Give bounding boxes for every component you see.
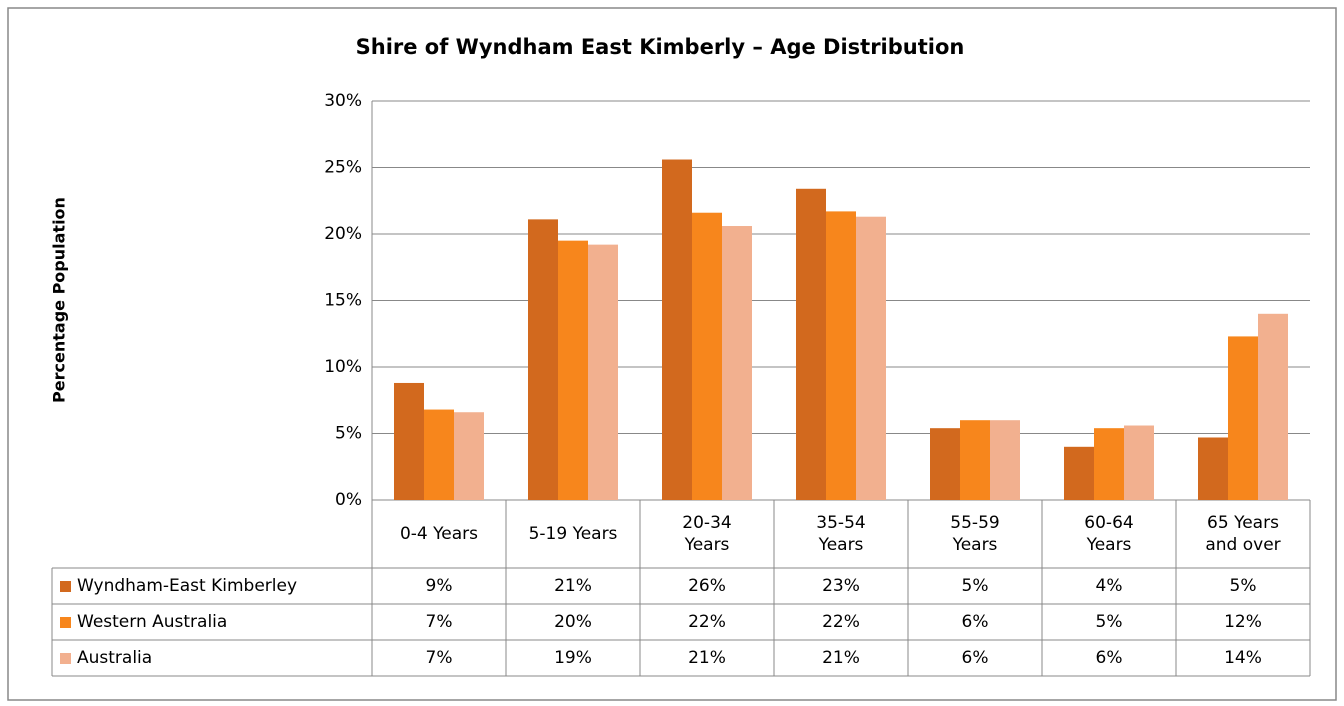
bar: [796, 188, 826, 500]
bar: [558, 240, 588, 500]
x-tick-label: 60-64 Years: [1084, 512, 1134, 555]
bar: [1228, 336, 1258, 500]
data-label: 5%: [1229, 575, 1257, 596]
bar: [856, 216, 886, 500]
legend-swatch: [60, 652, 71, 664]
bar: [1258, 313, 1288, 500]
y-tick-label: 25%: [324, 158, 362, 178]
data-label: 21%: [554, 575, 592, 596]
x-tick-label: 5-19 Years: [528, 523, 618, 544]
x-tick-label: 55-59 Years: [950, 512, 1000, 555]
data-label: 21%: [822, 647, 860, 668]
bar: [394, 382, 424, 500]
bar: [1064, 446, 1094, 500]
data-label: 5%: [1095, 611, 1123, 632]
chart-title: Shire of Wyndham East Kimberly – Age Dis…: [356, 35, 965, 59]
bar: [1094, 428, 1124, 500]
data-label: 12%: [1224, 611, 1262, 632]
x-tick-label: 35-54 Years: [816, 512, 866, 555]
legend-label: Australia: [77, 647, 153, 668]
legend-label: Western Australia: [77, 611, 228, 632]
bar: [1198, 437, 1228, 500]
bar: [722, 226, 752, 500]
bar: [990, 420, 1020, 500]
data-label: 22%: [822, 611, 860, 632]
data-label: 26%: [688, 575, 726, 596]
y-tick-label: 15%: [324, 291, 362, 311]
y-tick-label: 5%: [335, 424, 362, 444]
data-label: 9%: [425, 575, 453, 596]
y-axis-label: Percentage Population: [50, 197, 69, 403]
data-label: 19%: [554, 647, 592, 668]
bar: [692, 212, 722, 500]
bar: [662, 159, 692, 500]
y-tick-label: 30%: [324, 91, 362, 111]
data-label: 6%: [961, 647, 989, 668]
bar: [1124, 425, 1154, 500]
data-label: 5%: [961, 575, 989, 596]
x-tick-label: 65 Years and over: [1205, 512, 1281, 555]
legend-swatch: [60, 616, 71, 628]
bar: [424, 409, 454, 500]
legend-item: Western Australia: [52, 604, 372, 640]
data-label: 20%: [554, 611, 592, 632]
bar: [826, 211, 856, 500]
legend-label: Wyndham-East Kimberley: [77, 575, 298, 596]
bar: [528, 219, 558, 500]
data-label: 23%: [822, 575, 860, 596]
legend-swatch: [60, 580, 71, 592]
bar: [588, 244, 618, 500]
y-tick-label: 0%: [335, 490, 362, 510]
data-label: 7%: [425, 611, 453, 632]
data-label: 4%: [1095, 575, 1123, 596]
legend-item: Australia: [52, 640, 372, 676]
bar: [454, 412, 484, 500]
data-label: 22%: [688, 611, 726, 632]
x-tick-label: 0-4 Years: [399, 523, 479, 544]
y-tick-label: 20%: [324, 224, 362, 244]
y-tick-label: 10%: [324, 357, 362, 377]
data-label: 7%: [425, 647, 453, 668]
data-label: 14%: [1224, 647, 1262, 668]
data-label: 6%: [1095, 647, 1123, 668]
bar: [960, 420, 990, 500]
data-label: 21%: [688, 647, 726, 668]
x-tick-label: 20-34 Years: [682, 512, 732, 555]
data-label: 6%: [961, 611, 989, 632]
bar: [930, 428, 960, 500]
legend-item: Wyndham-East Kimberley: [52, 568, 372, 604]
